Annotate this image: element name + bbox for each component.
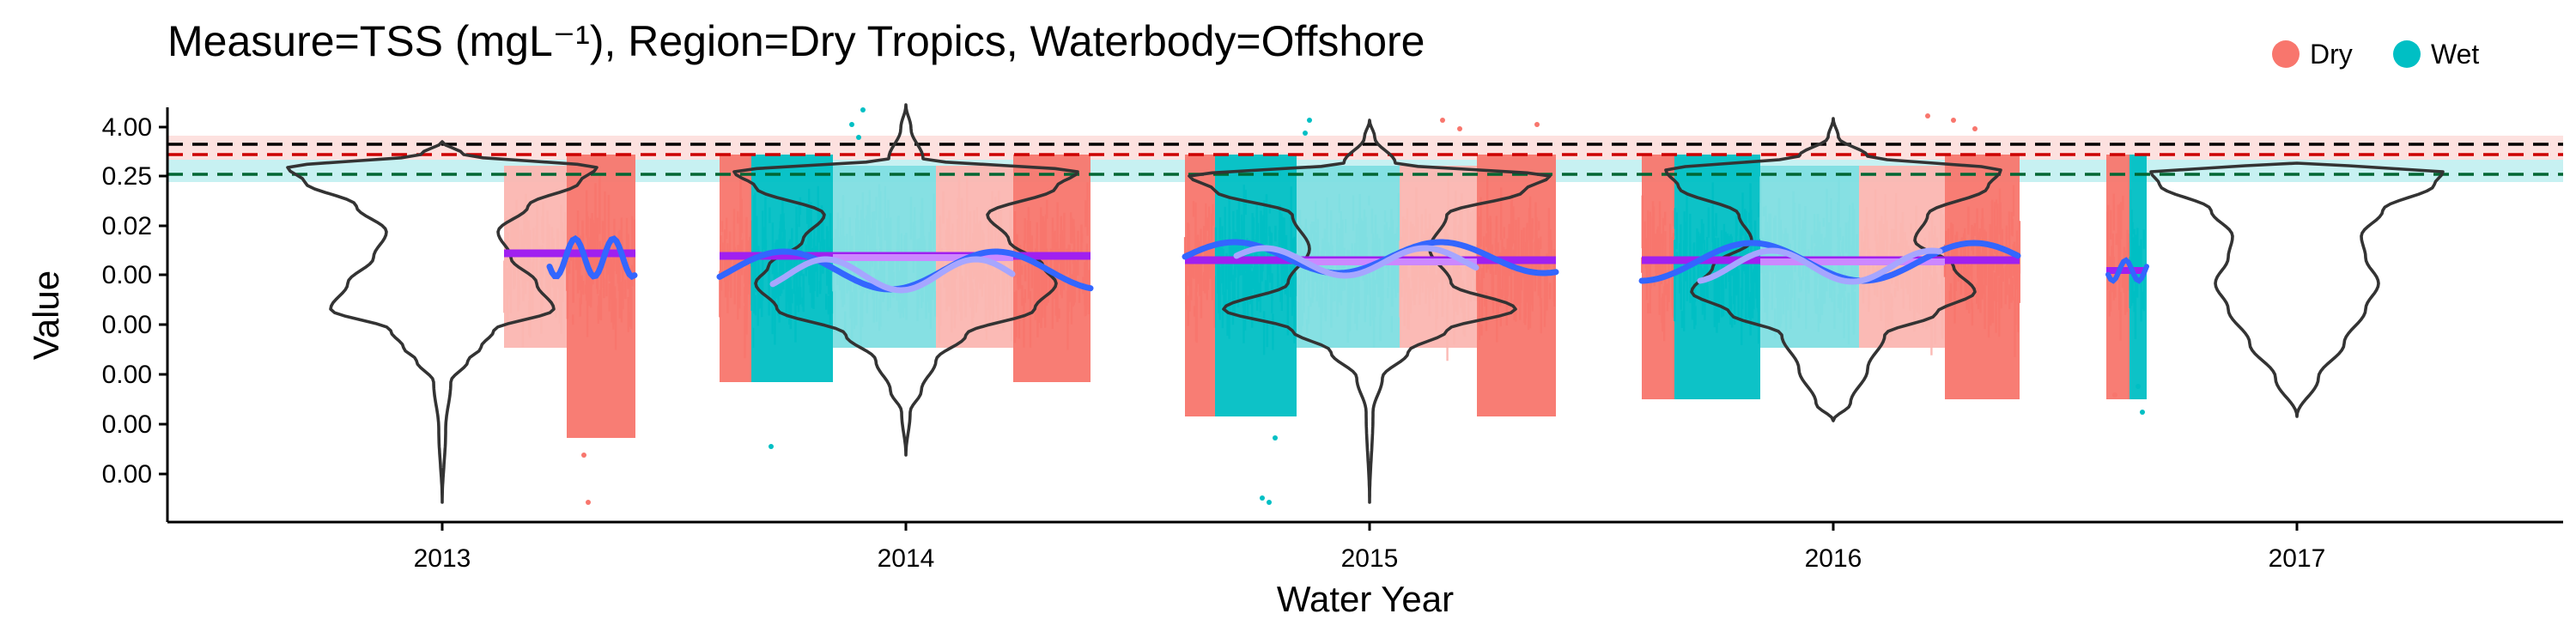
x-tick-label: 2013	[414, 544, 471, 573]
data-point	[2136, 384, 2141, 389]
y-axis-title: Value	[26, 270, 66, 360]
legend-wet-key	[2393, 40, 2421, 68]
x-ticks: 2013 2014 2015 2016 2017	[414, 522, 2326, 573]
x-tick-label: 2017	[2269, 544, 2326, 573]
data-point	[1951, 118, 1956, 123]
y-tick-label: 0.00	[102, 410, 152, 439]
data-points	[566, 175, 636, 350]
data-point	[860, 107, 866, 112]
trend-line	[2105, 257, 2149, 284]
legend-dry-key	[2272, 40, 2300, 68]
data-point	[586, 500, 591, 505]
data-point	[1273, 435, 1278, 440]
y-tick-label: 0.00	[102, 311, 152, 339]
data-point	[2112, 392, 2117, 398]
y-tick-label: 4.00	[102, 113, 152, 142]
x-tick-label: 2016	[1805, 544, 1862, 573]
data-point	[849, 122, 854, 127]
trend-line	[1233, 245, 1479, 279]
legend-dry-label: Dry	[2310, 39, 2353, 70]
data-point	[2140, 410, 2145, 415]
violin-2016	[1664, 117, 2002, 422]
data-point	[1440, 118, 1445, 123]
violin-2017	[2149, 161, 2445, 418]
violin-2013	[286, 140, 598, 504]
data-points	[2129, 189, 2146, 339]
y-tick-label: 0.00	[102, 460, 152, 489]
data-point	[856, 135, 861, 140]
trend-line	[1182, 239, 1559, 276]
legend-wet-label: Wet	[2431, 39, 2479, 70]
data-points	[1296, 192, 1400, 348]
data-point	[1534, 122, 1540, 127]
y-tick-label: 0.02	[102, 212, 152, 240]
data-point	[1260, 495, 1265, 501]
trend-line	[1697, 247, 1943, 285]
x-axis-title: Water Year	[1277, 579, 1454, 619]
y-tick-label: 0.00	[102, 261, 152, 289]
data-point	[1307, 118, 1312, 123]
trend-line	[769, 256, 1016, 294]
chart-title: Measure=TSS (mgL⁻¹), Region=Dry Tropics,…	[167, 17, 1425, 65]
y-tick-label: 0.25	[102, 162, 152, 191]
data-point	[1303, 131, 1308, 136]
data-point	[769, 444, 774, 449]
data-point	[581, 453, 586, 458]
violin-2014	[732, 103, 1079, 457]
data-point	[1925, 113, 1930, 118]
trend-line	[546, 234, 638, 281]
x-tick-label: 2014	[878, 544, 935, 573]
data-point	[1457, 126, 1462, 131]
data-point	[1972, 126, 1978, 131]
legend: Dry Wet	[2272, 39, 2479, 70]
x-tick-label: 2015	[1341, 544, 1399, 573]
data-point	[1267, 500, 1272, 505]
plot-area	[167, 103, 2563, 505]
y-tick-label: 0.00	[102, 361, 152, 389]
y-ticks: 4.00 0.25 0.02 0.00 0.00 0.00 0.00 0.00	[102, 113, 167, 489]
